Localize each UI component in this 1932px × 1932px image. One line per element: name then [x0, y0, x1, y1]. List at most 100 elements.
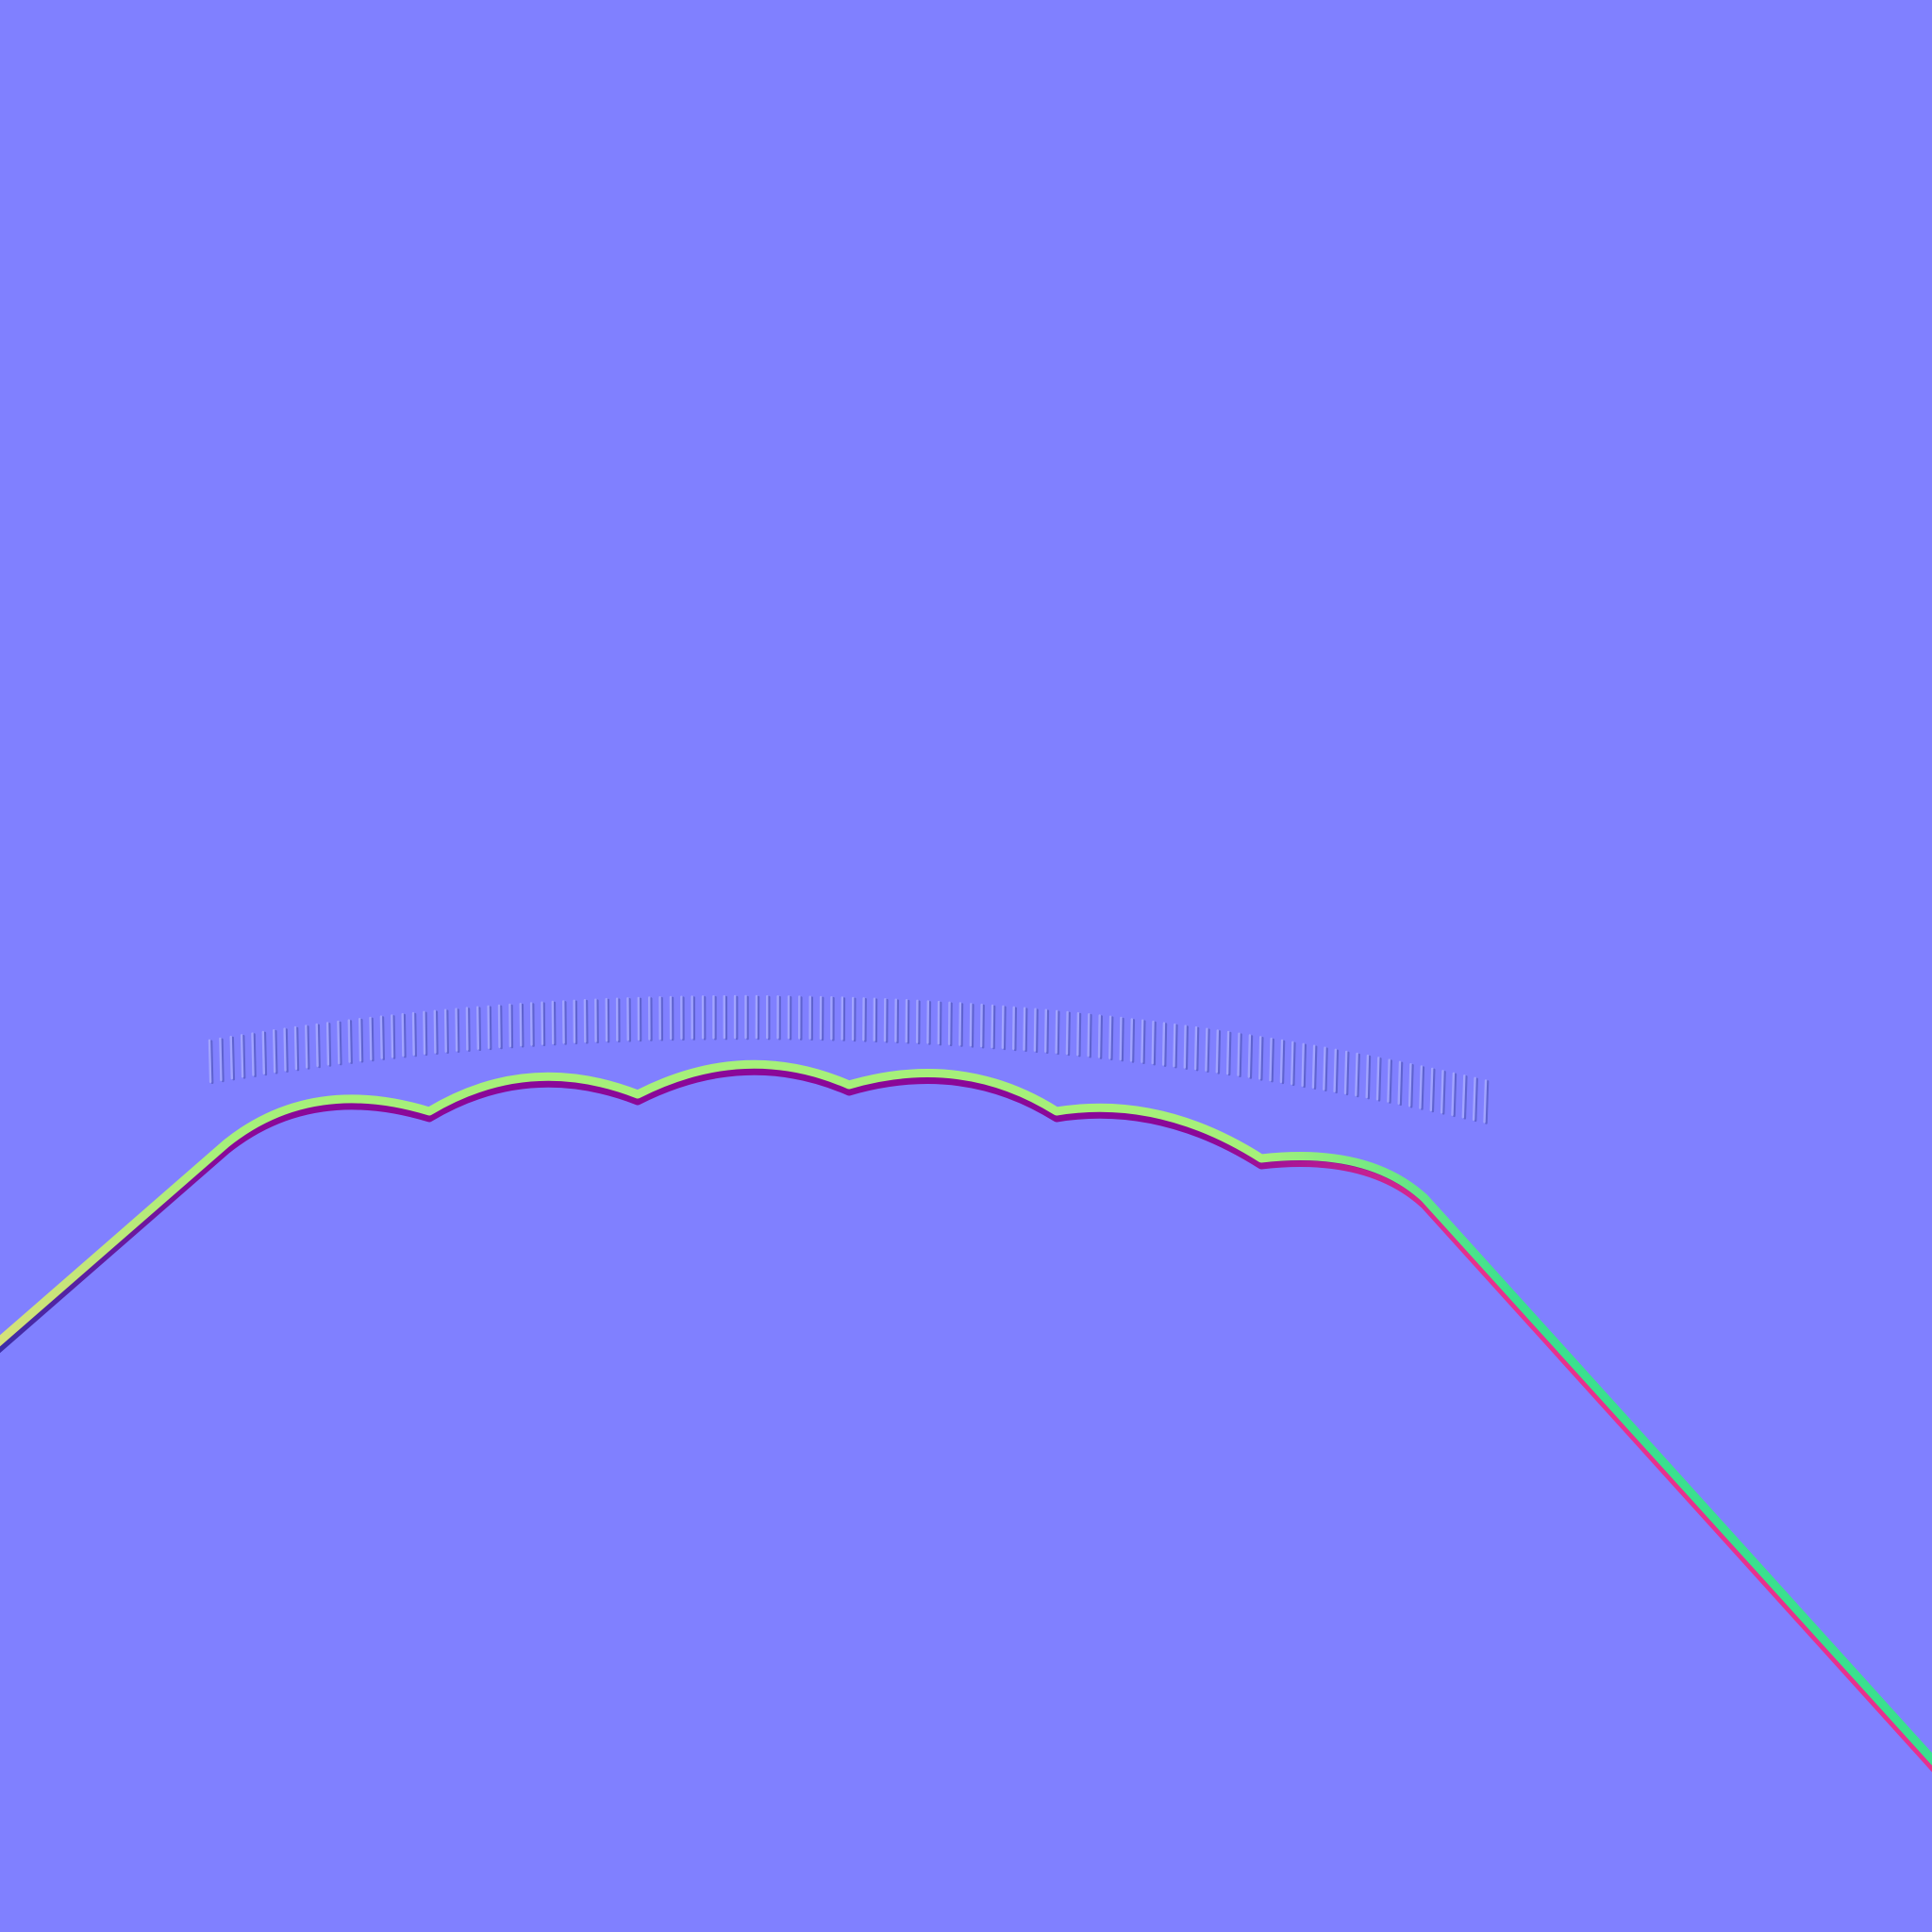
rib	[766, 994, 771, 1041]
rib	[1097, 1014, 1103, 1059]
rib	[433, 1009, 439, 1055]
rib	[1087, 1012, 1092, 1058]
rib	[1055, 1009, 1060, 1056]
rib	[658, 995, 664, 1041]
rib	[487, 1005, 492, 1051]
rib	[680, 995, 685, 1041]
rib	[1023, 1007, 1028, 1052]
rib	[541, 1001, 546, 1046]
rib	[958, 1002, 964, 1047]
rib	[1011, 1006, 1017, 1052]
rib	[862, 997, 867, 1042]
rib	[1043, 1008, 1050, 1054]
rib	[894, 998, 900, 1043]
rib	[476, 1006, 482, 1051]
rib	[851, 996, 857, 1042]
rib	[261, 1030, 268, 1076]
rib	[1237, 1032, 1242, 1077]
rib	[926, 1000, 932, 1045]
rib	[519, 1002, 525, 1048]
rib	[723, 994, 728, 1041]
scalloped-ridge	[0, 1059, 1932, 1773]
rib	[1183, 1024, 1189, 1070]
rib	[1161, 1022, 1168, 1067]
rib	[208, 1039, 214, 1085]
ridge-lit-face	[0, 1059, 1932, 1766]
rib	[508, 1003, 514, 1049]
rib	[841, 996, 846, 1041]
rib	[379, 1015, 386, 1060]
rib	[1108, 1015, 1114, 1060]
rib	[594, 998, 599, 1043]
rib	[787, 995, 792, 1041]
rib	[229, 1035, 236, 1081]
rib	[293, 1025, 300, 1072]
rib	[358, 1017, 364, 1063]
rib	[1151, 1020, 1157, 1066]
rib	[637, 996, 642, 1042]
rib	[733, 994, 739, 1041]
rib	[337, 1020, 342, 1066]
rib	[325, 1022, 332, 1067]
rib	[712, 994, 717, 1041]
rib	[219, 1037, 225, 1083]
rib	[1001, 1005, 1007, 1051]
rib	[273, 1028, 278, 1074]
ridge-shadow-face	[0, 1066, 1932, 1773]
rib	[1419, 1065, 1425, 1110]
rib	[1355, 1052, 1360, 1098]
rib	[1472, 1076, 1478, 1123]
rib	[605, 997, 610, 1043]
rib	[615, 997, 621, 1042]
rib	[755, 994, 760, 1041]
rib	[1225, 1030, 1232, 1076]
rib	[1440, 1070, 1446, 1115]
rib	[1205, 1027, 1210, 1073]
rib	[573, 999, 578, 1045]
rib	[626, 997, 632, 1042]
rib	[251, 1032, 257, 1077]
rib	[583, 998, 589, 1044]
rib	[1365, 1054, 1372, 1100]
rib	[1323, 1046, 1328, 1091]
rib	[1279, 1039, 1286, 1085]
rib	[562, 1000, 567, 1045]
rib	[1129, 1018, 1136, 1063]
rib	[1461, 1074, 1468, 1120]
rib	[1269, 1037, 1274, 1083]
rib	[744, 994, 749, 1041]
rib	[369, 1016, 375, 1062]
rib	[1387, 1058, 1392, 1104]
rib	[1311, 1044, 1318, 1090]
rib	[1343, 1050, 1350, 1096]
rib	[1301, 1042, 1307, 1089]
rib	[1119, 1016, 1124, 1062]
rib	[1033, 1008, 1039, 1053]
rib	[1173, 1023, 1178, 1069]
rib	[1375, 1057, 1382, 1102]
rib	[305, 1024, 310, 1070]
rib	[830, 995, 835, 1041]
rib	[401, 1012, 407, 1058]
rib	[701, 995, 707, 1041]
rib	[497, 1004, 503, 1050]
rib	[947, 1001, 953, 1047]
rib-band	[208, 994, 1490, 1124]
rib	[905, 998, 910, 1044]
rib	[669, 995, 675, 1041]
rib	[873, 997, 878, 1042]
rib	[1429, 1067, 1436, 1113]
rib	[915, 999, 921, 1045]
rib	[1065, 1010, 1071, 1057]
rib	[1397, 1060, 1404, 1107]
rib	[391, 1014, 396, 1059]
rib	[315, 1023, 321, 1069]
rib	[283, 1027, 289, 1073]
rib	[1333, 1048, 1340, 1094]
rib	[1141, 1019, 1146, 1064]
rib	[411, 1011, 418, 1058]
rib	[551, 1000, 557, 1046]
rib	[1193, 1025, 1200, 1072]
rib	[1076, 1011, 1082, 1058]
